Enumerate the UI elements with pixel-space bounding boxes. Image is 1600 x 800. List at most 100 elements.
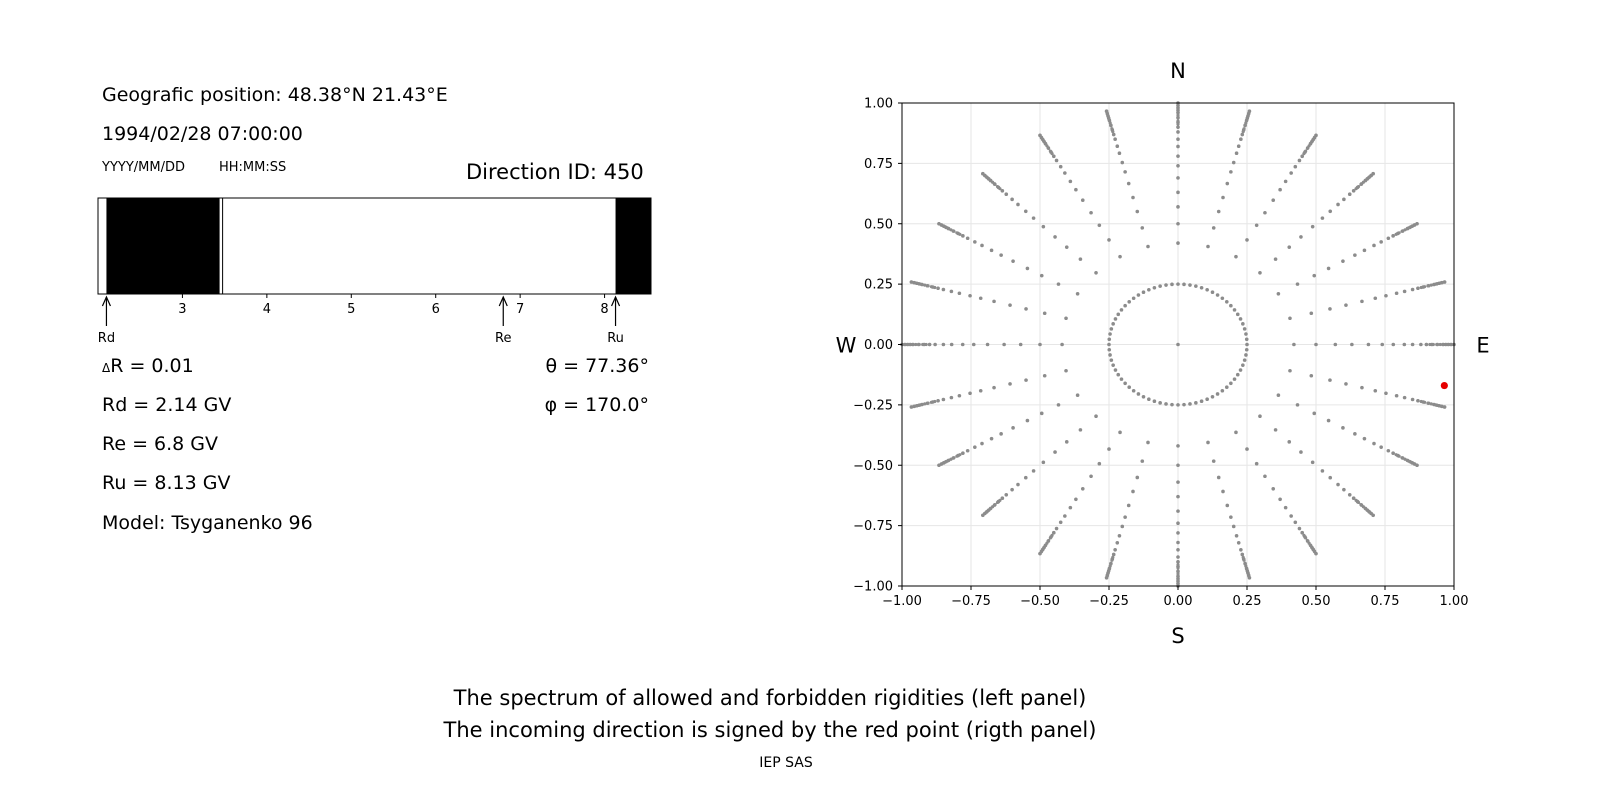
- direction-point: [1238, 317, 1243, 321]
- direction-point: [1242, 358, 1247, 362]
- direction-point: [1053, 235, 1057, 239]
- direction-point: [1242, 558, 1246, 562]
- direction-point: [993, 502, 997, 507]
- direction-point: [926, 401, 930, 405]
- delta-symbol: Δ: [102, 361, 111, 375]
- direction-point: [1194, 284, 1198, 288]
- direction-point: [1117, 151, 1122, 156]
- direction-point: [1302, 533, 1306, 537]
- direction-point: [1135, 209, 1140, 214]
- direction-point: [933, 399, 937, 404]
- direction-point: [1244, 337, 1249, 342]
- direction-point: [1097, 223, 1102, 228]
- direction-point: [1010, 197, 1014, 202]
- direction-point: [989, 248, 994, 253]
- direction-point: [968, 391, 972, 396]
- direction-point: [1176, 521, 1180, 526]
- direction-point: [1123, 381, 1127, 386]
- direction-point: [1107, 447, 1111, 451]
- direction-point: [1229, 381, 1233, 386]
- compass-north: N: [1170, 59, 1186, 83]
- direction-point: [1312, 411, 1317, 416]
- direction-point: [928, 342, 932, 347]
- direction-point: [907, 342, 911, 347]
- direction-point: [1300, 154, 1304, 158]
- direction-point: [1350, 342, 1354, 347]
- direction-point: [1241, 363, 1245, 367]
- direction-point: [1369, 174, 1373, 178]
- direction-point: [1052, 531, 1056, 535]
- direction-point: [1245, 567, 1249, 571]
- direction-point: [1000, 189, 1004, 193]
- direction-point: [998, 187, 1002, 191]
- direction-point: [1094, 270, 1098, 275]
- direction-point: [917, 342, 921, 347]
- direction-point: [1247, 576, 1252, 580]
- direction-point: [916, 281, 920, 286]
- direction-point: [1305, 146, 1309, 151]
- direction-point: [1126, 181, 1131, 186]
- direction-point: [1011, 259, 1015, 263]
- direction-point: [1146, 440, 1150, 445]
- direction-point: [1287, 245, 1292, 249]
- y-tick-label: 0.75: [864, 157, 893, 172]
- direction-point: [990, 180, 995, 184]
- direction-point: [1210, 290, 1215, 295]
- direction-point: [1048, 536, 1052, 540]
- phi-value: φ = 170.0°: [544, 394, 649, 416]
- direction-point: [1426, 284, 1430, 288]
- direction-point: [1235, 372, 1240, 377]
- direction-point: [1273, 257, 1278, 261]
- direction-point: [1372, 243, 1376, 248]
- x-tick-label: 1.00: [1440, 594, 1469, 609]
- direction-point: [1110, 127, 1114, 131]
- direction-point: [1105, 112, 1110, 116]
- direction-point: [985, 342, 990, 347]
- direction-point: [1373, 388, 1378, 393]
- direction-point: [1273, 428, 1278, 432]
- direction-point: [1326, 418, 1331, 423]
- direction-point: [1041, 224, 1046, 229]
- direction-point: [1448, 342, 1453, 347]
- direction-point: [1361, 180, 1366, 184]
- direction-point: [1045, 144, 1049, 148]
- direction-point: [923, 283, 927, 287]
- direction-point: [1074, 187, 1078, 192]
- direction-point: [1406, 226, 1410, 230]
- direction-point: [1176, 463, 1180, 468]
- direction-point: [1089, 210, 1093, 215]
- direction-point: [1023, 475, 1028, 480]
- direction-point: [1347, 492, 1352, 497]
- direction-point: [1215, 392, 1220, 396]
- direction-point: [993, 182, 997, 187]
- direction-point: [1231, 524, 1236, 529]
- direction-point: [1182, 402, 1186, 407]
- direction-point: [903, 342, 908, 347]
- direction-point: [981, 172, 985, 176]
- direction-point: [1245, 342, 1249, 347]
- direction-point: [965, 448, 970, 453]
- direction-point: [1221, 195, 1225, 200]
- direction-point: [1216, 209, 1221, 214]
- direction-point: [1243, 124, 1247, 128]
- direction-point: [992, 385, 996, 390]
- direction-point: [1352, 496, 1356, 500]
- direction-point: [909, 405, 914, 409]
- direction-point: [1245, 118, 1249, 122]
- direction-point: [1379, 240, 1383, 244]
- direction-point: [1064, 368, 1068, 373]
- direction-point: [1016, 482, 1020, 487]
- direction-point: [1176, 190, 1180, 195]
- direction-point: [1402, 342, 1407, 347]
- direction-point: [978, 296, 983, 301]
- direction-point: [1031, 469, 1036, 473]
- direction-point: [1432, 403, 1437, 407]
- direction-point: [1271, 198, 1276, 202]
- incoming-direction-point: [1440, 381, 1448, 390]
- direction-point: [1295, 282, 1300, 286]
- direction-point: [1176, 444, 1180, 448]
- direction-point: [1353, 253, 1357, 257]
- direction-point: [1170, 402, 1174, 407]
- direction-point: [936, 286, 940, 290]
- direction-point: [1107, 347, 1112, 352]
